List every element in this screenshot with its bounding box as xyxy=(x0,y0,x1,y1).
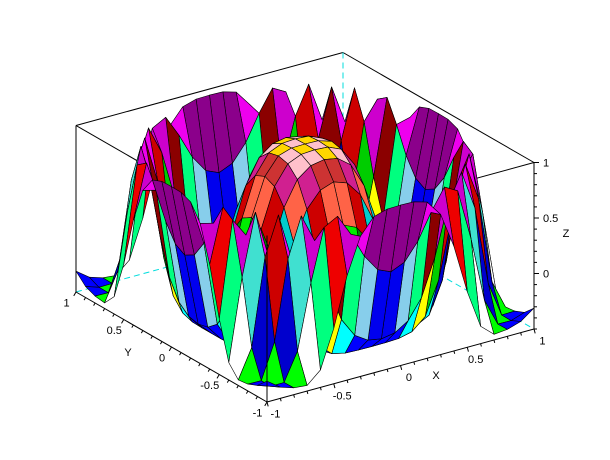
y-axis-tick xyxy=(188,357,192,361)
x-axis: -1 -0.5 0 0.5 1 X xyxy=(266,328,545,421)
x-axis-tick xyxy=(400,365,403,370)
x-axis-tick xyxy=(426,358,429,362)
z-axis-tick-label: 0 xyxy=(543,269,549,281)
y-axis-tick xyxy=(140,330,144,334)
surface-mesh xyxy=(75,83,535,389)
y-axis-tick xyxy=(236,385,239,389)
x-axis-tick xyxy=(386,369,389,373)
y-axis-tick-label: 0.5 xyxy=(107,325,122,337)
y-axis-tick xyxy=(264,401,268,407)
x-axis-tick xyxy=(413,361,416,365)
y-axis-tick xyxy=(73,291,77,297)
x-axis-tick xyxy=(359,376,362,380)
z-axis-tick-label: 0.5 xyxy=(543,213,558,225)
x-axis-tick-label: 1 xyxy=(539,336,545,348)
x-axis-tick xyxy=(453,350,456,354)
x-axis-tick-label: -1 xyxy=(271,409,281,421)
x-axis-tick xyxy=(266,401,269,407)
x-axis-tick xyxy=(319,387,322,391)
box-edge-top xyxy=(75,52,344,126)
y-axis-tick-label: 1 xyxy=(63,297,69,309)
x-axis-tick xyxy=(533,328,536,334)
x-axis-tick xyxy=(333,383,336,389)
x-axis-tick xyxy=(279,398,282,402)
x-axis-tick xyxy=(440,354,442,358)
y-axis-tick xyxy=(198,363,201,367)
y-axis-tick xyxy=(255,396,258,400)
y-axis-tick xyxy=(245,390,249,394)
y-axis-tick xyxy=(226,379,230,383)
y-axis: 1 0.5 0 -0.5 -1 Y xyxy=(63,291,268,419)
y-axis-tick xyxy=(102,308,106,312)
y-axis-tick xyxy=(216,374,220,379)
x-axis-tick xyxy=(493,339,496,343)
y-axis-tick xyxy=(150,335,153,339)
y-axis-tick-label: 0 xyxy=(159,352,165,364)
x-axis-name: X xyxy=(432,370,440,382)
z-axis: 1 0.5 0 Z xyxy=(533,158,570,330)
y-axis-tick xyxy=(179,352,182,356)
y-axis-tick xyxy=(131,324,134,328)
y-axis-name: Y xyxy=(124,347,132,359)
x-axis-tick-label: 0 xyxy=(406,372,412,384)
x-axis-tick xyxy=(480,343,482,347)
y-axis-tick xyxy=(207,368,211,372)
x-axis-tick xyxy=(466,347,469,352)
x-axis-tick xyxy=(520,332,522,336)
z-axis-tick-label: 1 xyxy=(543,158,549,170)
z-axis-name: Z xyxy=(563,228,570,240)
y-axis-tick xyxy=(168,346,172,352)
y-axis-tick xyxy=(112,313,115,317)
x-axis-tick xyxy=(306,390,309,395)
y-axis-tick xyxy=(160,341,163,345)
x-axis-tick-label: -0.5 xyxy=(333,390,352,402)
y-axis-tick xyxy=(121,319,125,324)
x-axis-tick xyxy=(506,336,509,340)
box-edge-top xyxy=(342,52,535,163)
plot-box-front xyxy=(75,125,268,402)
x-axis-tick xyxy=(373,372,376,376)
y-axis-tick xyxy=(93,302,96,306)
y-axis-tick-label: -0.5 xyxy=(200,380,219,392)
x-axis-tick xyxy=(346,379,349,384)
surface-facet xyxy=(257,380,281,388)
y-axis-tick-label: -1 xyxy=(253,407,263,419)
x-axis-tick-label: 0.5 xyxy=(468,354,483,366)
x-axis-tick xyxy=(293,394,295,398)
y-axis-tick xyxy=(83,297,86,301)
